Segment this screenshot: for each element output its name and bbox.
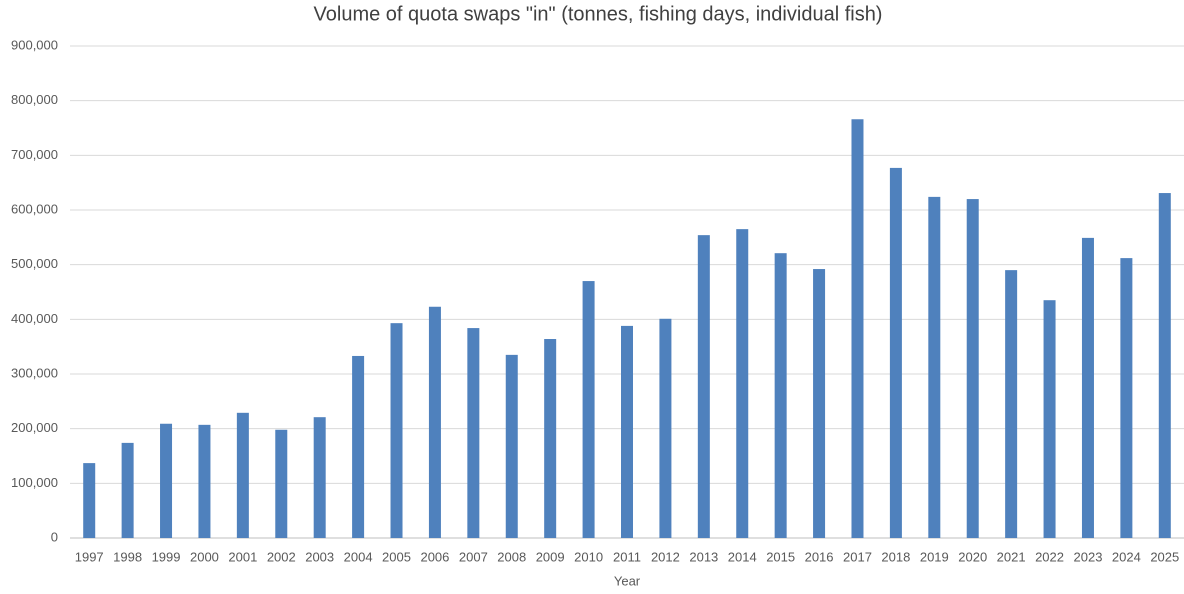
bar <box>236 412 249 538</box>
x-tick-label: 2022 <box>1035 549 1064 564</box>
x-tick-label: 2002 <box>267 549 296 564</box>
bar <box>736 229 749 538</box>
x-tick-label: 2019 <box>920 549 949 564</box>
x-tick-label: 2023 <box>1074 549 1103 564</box>
x-tick-label: 2009 <box>536 549 565 564</box>
bar <box>774 253 787 539</box>
bar <box>352 355 365 538</box>
y-tick-label: 300,000 <box>11 365 58 380</box>
x-tick-label: 2004 <box>344 549 373 564</box>
x-tick-label: 2014 <box>728 549 757 564</box>
x-tick-label: 2016 <box>805 549 834 564</box>
bar <box>813 269 826 538</box>
bar <box>1043 300 1056 538</box>
bar <box>83 463 96 538</box>
chart-title: Volume of quota swaps "in" (tonnes, fish… <box>314 3 883 25</box>
y-tick-label: 400,000 <box>11 311 58 326</box>
bar <box>928 196 941 538</box>
x-tick-label: 2017 <box>843 549 872 564</box>
bar <box>1005 270 1018 538</box>
x-tick-label: 2007 <box>459 549 488 564</box>
x-tick-label: 2024 <box>1112 549 1141 564</box>
x-tick-label: 2015 <box>766 549 795 564</box>
bar <box>275 429 288 538</box>
x-tick-label: 1997 <box>75 549 104 564</box>
x-tick-label: 2003 <box>305 549 334 564</box>
x-tick-label: 2025 <box>1150 549 1179 564</box>
bar <box>697 235 710 538</box>
bar <box>505 354 518 538</box>
x-tick-label: 2001 <box>228 549 257 564</box>
y-tick-label: 100,000 <box>11 475 58 490</box>
bar <box>659 318 672 538</box>
x-tick-label: 2021 <box>997 549 1026 564</box>
y-tick-label: 600,000 <box>11 201 58 216</box>
y-tick-label: 700,000 <box>11 147 58 162</box>
y-tick-label: 800,000 <box>11 92 58 107</box>
x-tick-label: 2008 <box>497 549 526 564</box>
bar <box>1158 193 1171 538</box>
x-tick-label: 2012 <box>651 549 680 564</box>
y-tick-label: 500,000 <box>11 256 58 271</box>
bar <box>121 442 134 538</box>
y-tick-label: 0 <box>51 529 58 544</box>
bar <box>313 417 326 538</box>
bar <box>390 323 403 538</box>
bar <box>1081 237 1094 538</box>
y-tick-label: 200,000 <box>11 420 58 435</box>
bar <box>428 306 441 538</box>
y-tick-label: 900,000 <box>11 37 58 52</box>
x-tick-label: 2010 <box>574 549 603 564</box>
bar <box>966 199 979 539</box>
bar <box>1120 258 1133 538</box>
bar <box>582 281 595 538</box>
x-tick-label: 2018 <box>881 549 910 564</box>
x-tick-label: 2005 <box>382 549 411 564</box>
x-tick-label: 1998 <box>113 549 142 564</box>
x-tick-label: 2013 <box>689 549 718 564</box>
x-tick-label: 2020 <box>958 549 987 564</box>
bar <box>198 424 211 538</box>
x-tick-label: 2011 <box>613 549 641 564</box>
x-tick-label: 1999 <box>152 549 181 564</box>
x-tick-label: 2000 <box>190 549 219 564</box>
x-tick-label: 2006 <box>420 549 449 564</box>
bar <box>544 339 557 538</box>
bar <box>467 328 480 538</box>
x-axis-label: Year <box>614 573 641 588</box>
bar <box>889 167 902 538</box>
bar <box>851 119 864 539</box>
bar <box>160 423 173 538</box>
bar <box>621 325 633 538</box>
